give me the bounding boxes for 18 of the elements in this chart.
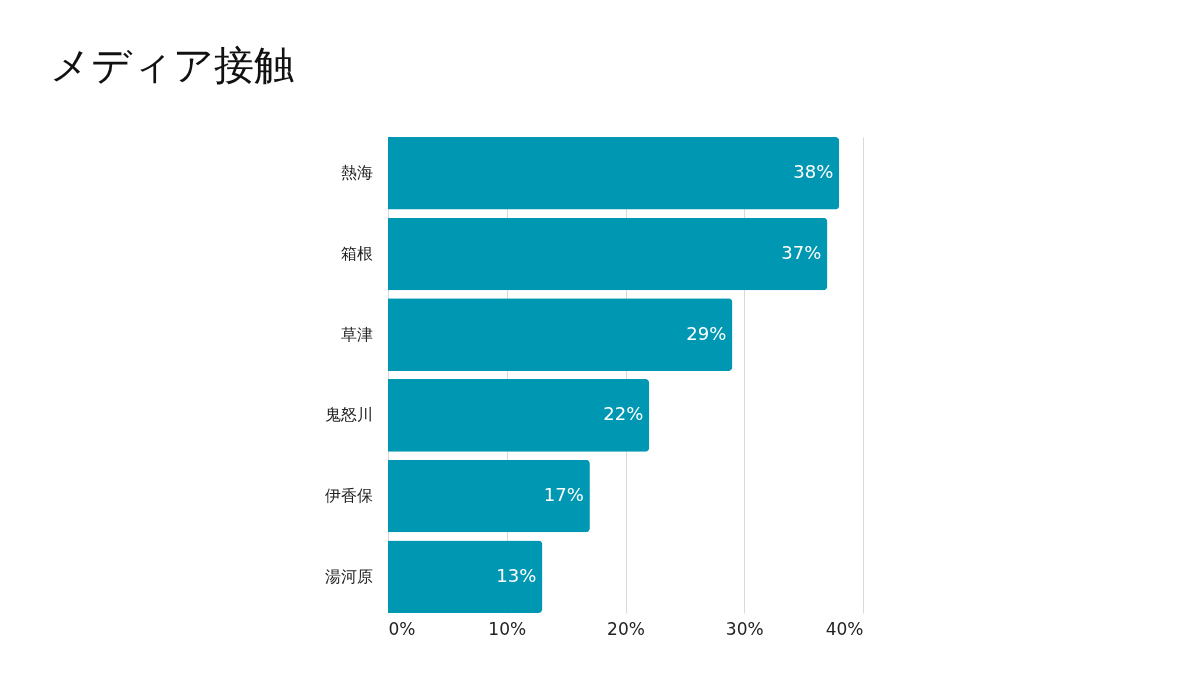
x-tick-label: 0% [388,618,416,639]
x-tick-label: 10% [488,618,527,639]
y-tick-label: 草津 [340,324,373,344]
data-label: 37% [781,241,822,263]
data-label: 38% [793,161,834,183]
data-label: 22% [603,403,644,425]
y-tick-label: 伊香保 [324,486,373,506]
x-tick-label: 40% [825,618,864,639]
y-tick-label: 湯河原 [324,566,373,586]
y-tick-label: 箱根 [340,243,373,263]
chart-title: メディア接触 [50,42,294,88]
x-tick-label: 30% [725,618,764,639]
x-tick-label: 20% [607,618,645,639]
data-label: 29% [686,322,727,344]
data-label: 17% [543,484,584,506]
y-tick-label: 鬼怒川 [324,405,373,425]
data-label: 13% [496,564,537,586]
y-tick-label: 熱海 [340,163,373,183]
